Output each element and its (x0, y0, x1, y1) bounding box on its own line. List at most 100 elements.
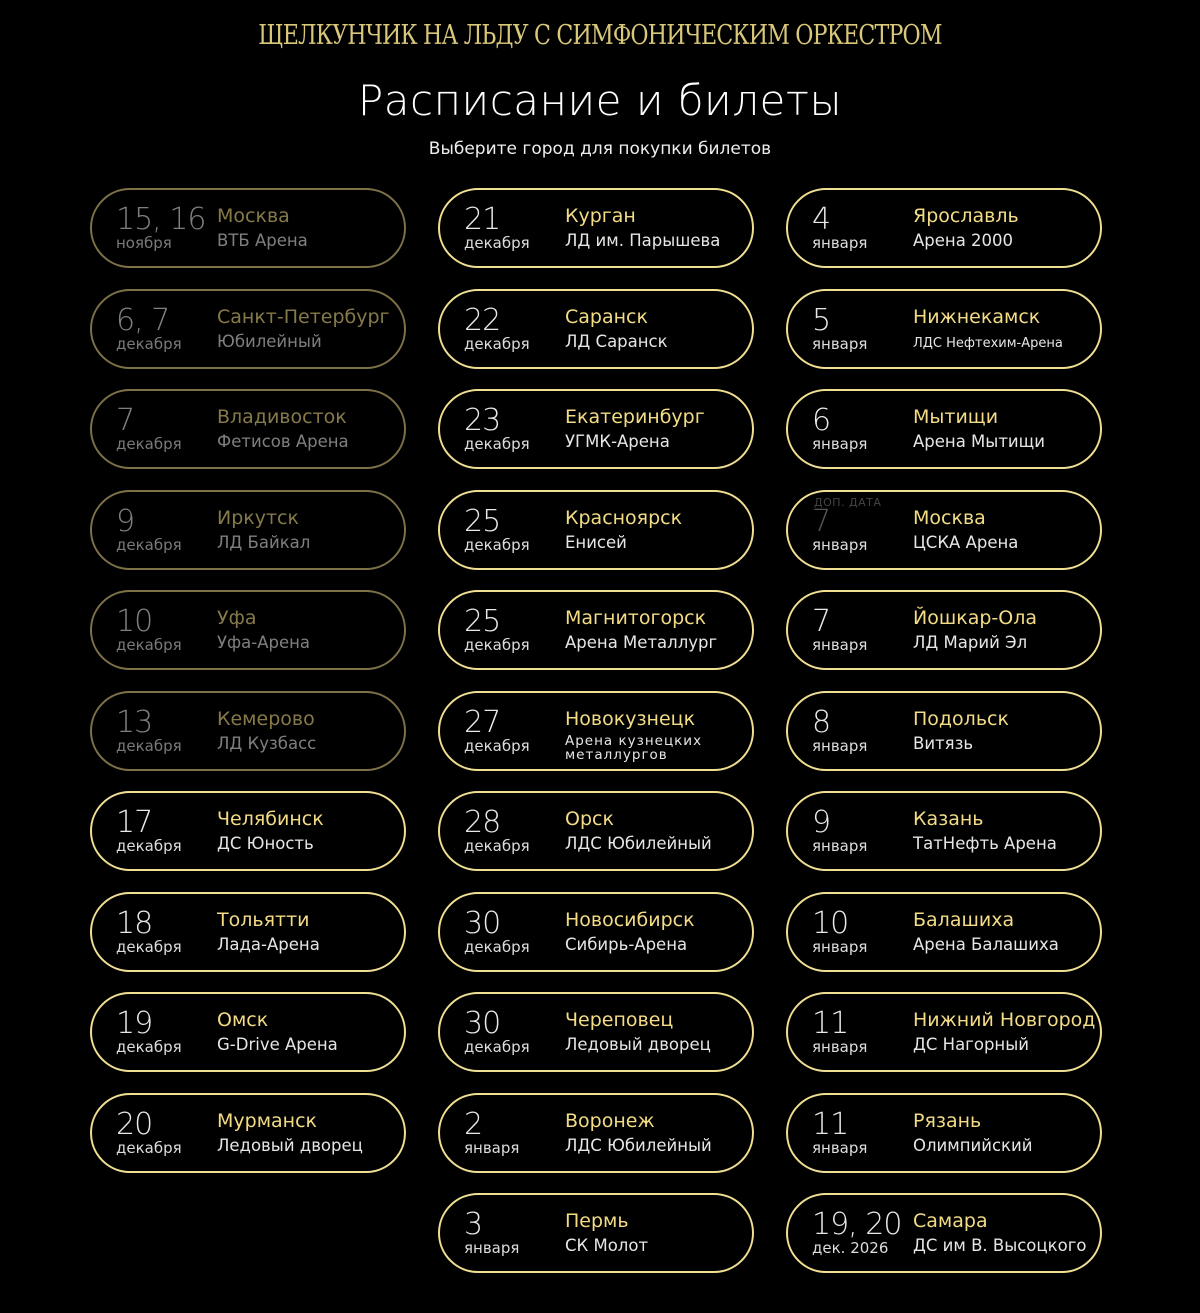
event-month: декабря (464, 435, 530, 453)
event-day: 9 (116, 503, 135, 539)
event-ticket-button[interactable]: 4 января Ярославль Арена 2000 (786, 188, 1102, 268)
event-ticket-button[interactable]: 7 декабря Владивосток Фетисов Арена (90, 389, 406, 469)
page-subtitle: Выберите город для покупки билетов (428, 139, 772, 159)
event-month: января (464, 1138, 520, 1157)
event-day: 4 (812, 202, 831, 237)
event-ticket-button[interactable]: 9 января Казань ТатНефть Арена (786, 791, 1102, 871)
event-ticket-button[interactable]: 21 декабря Курган ЛД им. Парышева (438, 188, 754, 268)
event-venue: ЛД им. Парышева (565, 231, 721, 250)
schedule-column-1: 15, 16 ноября Москва ВТБ Арена 6, 7 декабря Са… (90, 188, 406, 1173)
brand-title: ЩЕЛКУНЧИК НА ЛЬДУ С СИМФОНИЧЕСКИМ ОРКЕСТ… (258, 20, 942, 51)
event-city: Екатеринбург (565, 406, 705, 428)
event-ticket-button[interactable]: 15, 16 ноября Москва ВТБ Арена (90, 188, 406, 268)
event-venue: G-Drive Арена (217, 1035, 338, 1054)
event-month: января (812, 636, 868, 654)
event-ticket-button[interactable]: 11 января Нижний Новгород ДС Нагорный (786, 992, 1102, 1072)
event-ticket-button[interactable]: 25 декабря Красноярск Енисей (438, 489, 754, 570)
event-ticket-button[interactable]: 9 декабря Иркутск ЛД Байкал (90, 489, 406, 570)
event-day: 10 (116, 604, 153, 639)
event-city: Нижний Новгород (913, 1009, 1096, 1031)
event-day: 19, 20 (812, 1207, 902, 1242)
event-month: декабря (464, 535, 530, 554)
event-ticket-button[interactable]: 23 декабря Екатеринбург УГМК-Арена (438, 389, 754, 469)
event-month: декабря (116, 937, 182, 956)
event-city: Владивосток (217, 406, 347, 428)
event-ticket-button[interactable]: 28 декабря Орск ЛДС Юбилейный (438, 791, 754, 871)
event-venue: ДС им В. Высоцкого (913, 1236, 1087, 1255)
event-ticket-button[interactable]: 27 декабря Новокузнецк Арена кузнецких мета… (438, 690, 754, 771)
event-month: декабря (464, 234, 530, 252)
event-day: 11 (812, 1006, 849, 1041)
event-city: Рязань (913, 1109, 982, 1132)
event-city: Саранск (565, 305, 648, 328)
event-day: 7 (812, 604, 831, 639)
event-venue: ЛД Байкал (217, 532, 311, 552)
event-ticket-button[interactable]: 17 декабря Челябинск ДС Юность (90, 791, 406, 871)
event-day: 30 (464, 1006, 501, 1041)
event-ticket-button[interactable]: 30 декабря Новосибирск Сибирь-Арена (438, 891, 754, 972)
event-day: 19 (116, 1006, 153, 1041)
event-venue: Юбилейный (217, 331, 322, 351)
event-ticket-button[interactable]: 19 декабря Омск G-Drive Арена (90, 992, 406, 1072)
event-venue: ЦСКА Арена (913, 532, 1019, 552)
event-day: 6 (812, 403, 831, 438)
event-day: 21 (464, 202, 501, 237)
event-venue: Арена Мытищи (913, 432, 1045, 451)
event-month: декабря (116, 334, 182, 353)
event-city: Санкт-Петербург (217, 305, 390, 328)
event-month: декабря (464, 334, 530, 353)
event-day: 18 (116, 905, 153, 941)
event-city: Иркутск (217, 506, 299, 529)
schedule-column-2: 21 декабря Курган ЛД им. Парышева 22 декабря С… (438, 188, 754, 1273)
event-ticket-button[interactable]: 2 января Воронеж ЛДС Юбилейный (438, 1092, 754, 1173)
event-ticket-button[interactable]: 20 декабря Мурманск Ледовый дворец (90, 1092, 406, 1173)
event-venue: Витязь (913, 733, 974, 753)
event-day: 11 (812, 1106, 849, 1142)
event-ticket-button[interactable]: 8 января Подольск Витязь (786, 690, 1102, 771)
event-month: января (812, 937, 868, 956)
event-day: 20 (116, 1106, 153, 1142)
event-ticket-button[interactable]: 5 января Нижнекамск ЛДС Нефтехим-Арена (786, 288, 1102, 369)
event-city: Мытищи (913, 406, 999, 428)
event-city: Орск (565, 808, 614, 830)
event-city: Уфа (217, 607, 257, 629)
event-ticket-button[interactable]: 25 декабря Магнитогорск Арена Металлург (438, 590, 754, 670)
event-ticket-button[interactable]: 6, 7 декабря Санкт-Петербург Юбилейный (90, 288, 406, 369)
event-city: Тольятти (217, 908, 310, 931)
event-day: 15, 16 (116, 202, 206, 237)
event-ticket-button[interactable]: 19, 20 дек. 2026 Самара ДС им В. Высоцкого (786, 1193, 1102, 1273)
event-venue: Лада-Арена (217, 934, 320, 954)
event-ticket-button[interactable]: 22 декабря Саранск ЛД Саранск (438, 288, 754, 369)
event-ticket-button[interactable]: 30 декабря Череповец Ледовый дворец (438, 992, 754, 1072)
event-month: января (464, 1239, 520, 1257)
event-venue: Ледовый дворец (217, 1135, 363, 1155)
event-venue: ДС Юность (217, 834, 314, 853)
event-ticket-button[interactable]: 18 декабря Тольятти Лада-Арена (90, 891, 406, 972)
event-ticket-button[interactable]: 10 января Балашиха Арена Балашиха (786, 891, 1102, 972)
event-ticket-button[interactable]: 11 января Рязань Олимпийский (786, 1092, 1102, 1173)
event-ticket-button[interactable]: 10 декабря Уфа Уфа-Арена (90, 590, 406, 670)
event-ticket-button[interactable]: 6 января Мытищи Арена Мытищи (786, 389, 1102, 469)
event-venue: Арена Балашиха (913, 934, 1059, 954)
event-ticket-button[interactable]: 13 декабря Кемерово ЛД Кузбасс (90, 690, 406, 771)
event-ticket-button[interactable]: 3 января Пермь СК Молот (438, 1193, 754, 1273)
event-month: декабря (116, 636, 182, 654)
event-ticket-button[interactable]: 7 января Йошкар-Ола ЛД Марий Эл (786, 590, 1102, 670)
event-venue: Уфа-Арена (217, 633, 311, 652)
event-ticket-button[interactable]: ДОП. ДАТА 7 января Москва ЦСКА Арена (786, 489, 1102, 570)
event-city: Самара (913, 1210, 988, 1232)
event-month: января (812, 1038, 868, 1056)
event-venue: Олимпийский (913, 1135, 1033, 1155)
event-city: Магнитогорск (565, 607, 707, 629)
event-month: дек. 2026 (812, 1239, 889, 1257)
event-city: Челябинск (217, 808, 324, 830)
event-day: 25 (464, 604, 501, 639)
event-city: Новосибирск (565, 908, 695, 931)
page-title: Расписание и билеты (357, 76, 843, 125)
event-month: января (812, 334, 868, 353)
event-month: января (812, 435, 868, 453)
event-day: 3 (464, 1207, 483, 1242)
event-venue: ЛДС Юбилейный (565, 834, 712, 853)
event-day: 25 (464, 503, 501, 539)
event-month: декабря (116, 535, 182, 554)
